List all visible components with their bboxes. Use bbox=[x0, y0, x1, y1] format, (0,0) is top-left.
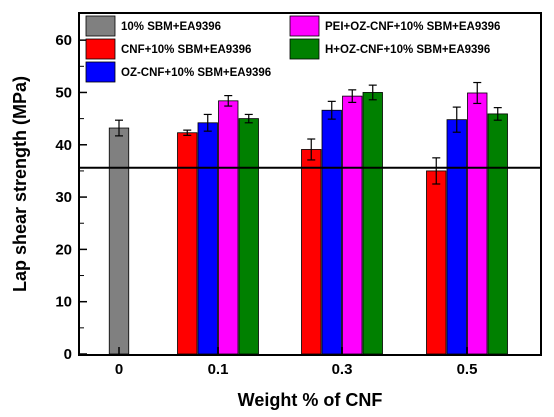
legend-swatch-1 bbox=[85, 38, 116, 60]
bars-layer bbox=[108, 81, 508, 355]
y-tick-label-30: 30 bbox=[55, 189, 72, 206]
error-bar-3-1 bbox=[224, 94, 233, 107]
y-tick-label-20: 20 bbox=[55, 241, 72, 258]
error-bar-2-3 bbox=[452, 106, 461, 133]
error-bar-1-1 bbox=[183, 129, 192, 136]
error-bar-1-3 bbox=[432, 157, 441, 185]
error-bar-3-3 bbox=[473, 81, 482, 105]
x-axis-title: Weight % of CNF bbox=[238, 390, 383, 410]
bar-1-1 bbox=[177, 132, 198, 355]
legend-swatch-0 bbox=[85, 15, 116, 37]
error-bar-4-2 bbox=[368, 84, 377, 101]
bar-2-3 bbox=[446, 119, 467, 355]
y-tick-label-10: 10 bbox=[55, 294, 72, 311]
legend-label-1: CNF+10% SBM+EA9396 bbox=[121, 44, 251, 56]
legend-item-1: CNF+10% SBM+EA9396 bbox=[85, 38, 251, 60]
error-bar-3-2 bbox=[348, 89, 357, 104]
error-bar-2-2 bbox=[327, 100, 336, 120]
bar-4-2 bbox=[362, 92, 383, 355]
error-bar-1-2 bbox=[307, 138, 316, 161]
bar-3-3 bbox=[467, 92, 488, 355]
error-bar-0-0 bbox=[115, 119, 123, 137]
legend: 10% SBM+EA9396 CNF+10% SBM+EA9396 OZ-CNF+1… bbox=[85, 15, 500, 83]
bar-1-2 bbox=[301, 149, 322, 355]
bar-2-2 bbox=[321, 109, 342, 355]
bar-3-2 bbox=[342, 95, 363, 355]
y-axis-title: Lap shear strength (MPa) bbox=[10, 76, 30, 292]
legend-item-3: PEI+OZ-CNF+10% SBM+EA9396 bbox=[289, 15, 500, 37]
bar-0-0 bbox=[108, 127, 130, 355]
bar-1-3 bbox=[426, 170, 447, 355]
y-tick-label-60: 60 bbox=[55, 32, 72, 49]
legend-item-4: H+OZ-CNF+10% SBM+EA9396 bbox=[289, 38, 490, 60]
error-bar-2-1 bbox=[203, 113, 212, 132]
x-tick-label-2: 0.3 bbox=[332, 361, 353, 378]
axis-layer: 0 10 20 30 40 50 60 0 0.1 0.3 0.5 bbox=[55, 32, 477, 378]
legend-swatch-3 bbox=[289, 15, 320, 37]
bar-4-1 bbox=[238, 118, 259, 355]
y-tick-label-0: 0 bbox=[64, 346, 72, 363]
legend-swatch-4 bbox=[289, 38, 320, 60]
bar-2-1 bbox=[197, 122, 218, 355]
bar-3-1 bbox=[218, 100, 239, 355]
error-bar-4-1 bbox=[244, 113, 253, 124]
legend-label-0: 10% SBM+EA9396 bbox=[121, 21, 221, 33]
legend-label-2: OZ-CNF+10% SBM+EA9396 bbox=[121, 67, 271, 79]
x-tick-label-0: 0 bbox=[115, 361, 123, 378]
y-tick-label-50: 50 bbox=[55, 84, 72, 101]
y-tick-label-40: 40 bbox=[55, 137, 72, 154]
bar-4-3 bbox=[487, 113, 508, 355]
legend-label-4: H+OZ-CNF+10% SBM+EA9396 bbox=[325, 44, 490, 56]
x-tick-label-3: 0.5 bbox=[457, 361, 478, 378]
legend-item-2: OZ-CNF+10% SBM+EA9396 bbox=[85, 61, 271, 83]
error-bar-4-3 bbox=[493, 107, 502, 121]
legend-item-0: 10% SBM+EA9396 bbox=[85, 15, 221, 37]
x-tick-label-1: 0.1 bbox=[208, 361, 229, 378]
legend-swatch-2 bbox=[85, 61, 116, 83]
legend-label-3: PEI+OZ-CNF+10% SBM+EA9396 bbox=[325, 21, 500, 33]
